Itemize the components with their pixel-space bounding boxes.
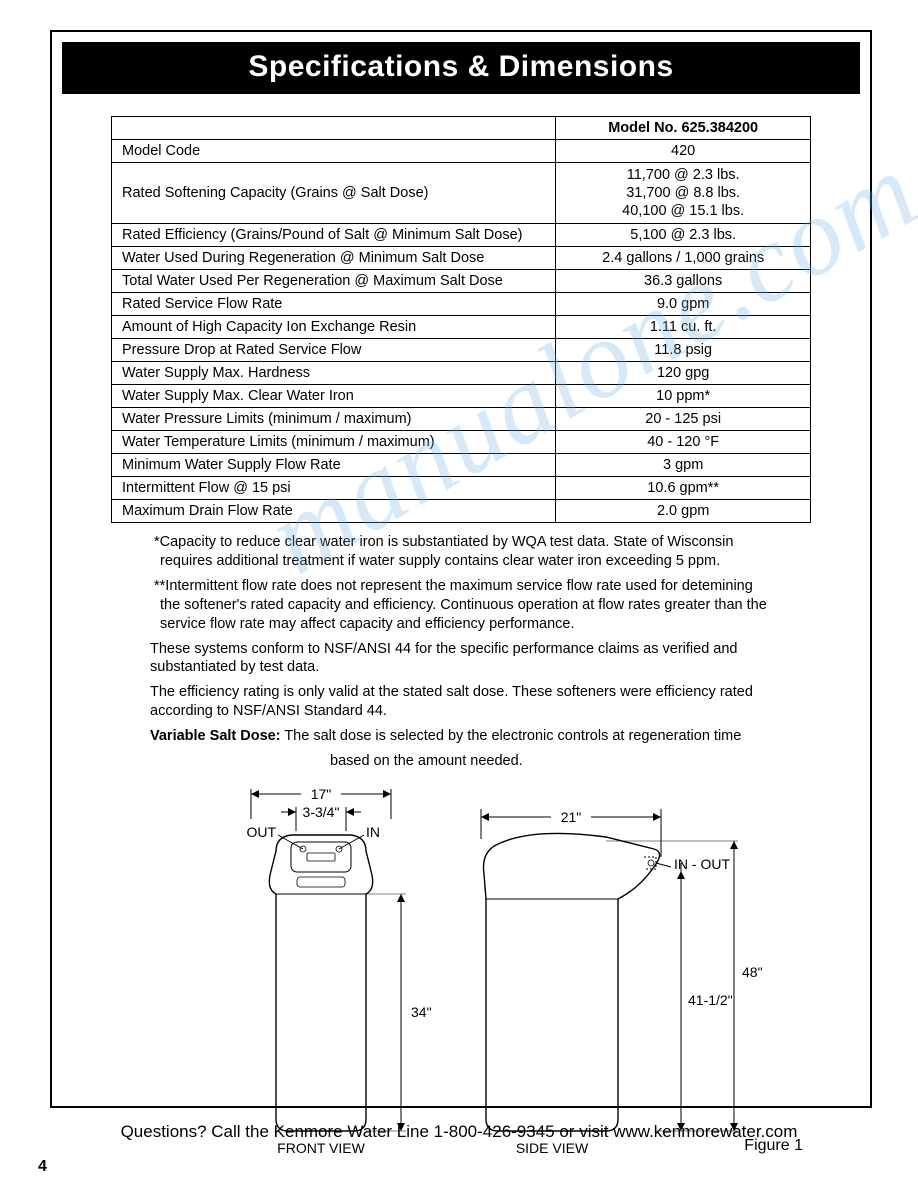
notes-block: *Capacity to reduce clear water iron is … (150, 533, 772, 770)
note-nsf: These systems conform to NSF/ANSI 44 for… (150, 640, 772, 678)
table-row: Water Used During Regeneration @ Minimum… (112, 247, 811, 270)
salt-dose-bold: Variable Salt Dose: (150, 728, 281, 744)
spec-value: 2.0 gpm (556, 500, 811, 523)
table-header-row: Model No. 625.384200 (112, 117, 811, 140)
salt-dose-rest: The salt dose is selected by the electro… (281, 728, 742, 744)
spec-value: 9.0 gpm (556, 293, 811, 316)
table-row: Pressure Drop at Rated Service Flow11.8 … (112, 339, 811, 362)
spec-value: 3 gpm (556, 454, 811, 477)
spec-label: Water Supply Max. Clear Water Iron (112, 385, 556, 408)
spec-value: 11.8 psig (556, 339, 811, 362)
dim-front-height: 34" (411, 1004, 431, 1020)
spec-label: Total Water Used Per Regeneration @ Maxi… (112, 270, 556, 293)
front-view-svg: 17" 3-3/4" OUT IN (221, 779, 431, 1159)
inout-label: IN - OUT (674, 856, 730, 872)
spec-value: 11,700 @ 2.3 lbs.31,700 @ 8.8 lbs.40,100… (556, 163, 811, 224)
spec-label: Water Temperature Limits (minimum / maxi… (112, 431, 556, 454)
dimension-diagram: 17" 3-3/4" OUT IN (101, 779, 821, 1167)
note-salt-dose: Variable Salt Dose: The salt dose is sel… (150, 727, 772, 746)
spec-value: 10.6 gpm** (556, 477, 811, 500)
spec-value: 2.4 gallons / 1,000 grains (556, 247, 811, 270)
table-row: Water Supply Max. Hardness120 gpg (112, 362, 811, 385)
table-row: Model Code420 (112, 140, 811, 163)
spec-label: Model Code (112, 140, 556, 163)
spec-label: Rated Efficiency (Grains/Pound of Salt @… (112, 224, 556, 247)
header-empty (112, 117, 556, 140)
table-row: Total Water Used Per Regeneration @ Maxi… (112, 270, 811, 293)
page-number: 4 (38, 1158, 47, 1176)
salt-dose-line2: based on the amount needed. (150, 752, 772, 771)
spec-label: Rated Service Flow Rate (112, 293, 556, 316)
spec-label: Maximum Drain Flow Rate (112, 500, 556, 523)
spec-value: 40 - 120 °F (556, 431, 811, 454)
table-row: Water Pressure Limits (minimum / maximum… (112, 408, 811, 431)
dim-front-ports: 3-3/4" (303, 804, 340, 820)
spec-value: 5,100 @ 2.3 lbs. (556, 224, 811, 247)
page-title: Specifications & Dimensions (62, 42, 860, 94)
out-label: OUT (246, 824, 276, 840)
spec-table: Model No. 625.384200 Model Code420 Rated… (111, 116, 811, 523)
in-label: IN (366, 824, 380, 840)
dim-front-width: 17" (311, 786, 332, 802)
spec-label: Water Pressure Limits (minimum / maximum… (112, 408, 556, 431)
spec-label: Rated Softening Capacity (Grains @ Salt … (112, 163, 556, 224)
table-row: Rated Service Flow Rate9.0 gpm (112, 293, 811, 316)
table-row: Intermittent Flow @ 15 psi10.6 gpm** (112, 477, 811, 500)
dim-side-port-height: 41-1/2" (688, 992, 733, 1008)
spec-label: Minimum Water Supply Flow Rate (112, 454, 556, 477)
table-row: Water Supply Max. Clear Water Iron10 ppm… (112, 385, 811, 408)
table-row: Rated Softening Capacity (Grains @ Salt … (112, 163, 811, 224)
note-iron: *Capacity to reduce clear water iron is … (150, 533, 772, 571)
table-row: Minimum Water Supply Flow Rate3 gpm (112, 454, 811, 477)
table-row: Water Temperature Limits (minimum / maxi… (112, 431, 811, 454)
front-view-label: FRONT VIEW (277, 1140, 365, 1156)
spec-value: 120 gpg (556, 362, 811, 385)
side-view-label: SIDE VIEW (516, 1140, 589, 1156)
note-efficiency: The efficiency rating is only valid at t… (150, 683, 772, 721)
note-intermittent: **Intermittent flow rate does not repres… (150, 577, 772, 634)
spec-label: Water Supply Max. Hardness (112, 362, 556, 385)
footer-text: Questions? Call the Kenmore Water Line 1… (0, 1122, 918, 1142)
spec-value: 10 ppm* (556, 385, 811, 408)
dim-side-width: 21" (561, 809, 582, 825)
table-row: Maximum Drain Flow Rate2.0 gpm (112, 500, 811, 523)
side-view-svg: 21" IN - OUT 41-1/2" 48" SIDE VIEW (456, 779, 766, 1159)
spec-label: Water Used During Regeneration @ Minimum… (112, 247, 556, 270)
spec-value: 20 - 125 psi (556, 408, 811, 431)
spec-value: 36.3 gallons (556, 270, 811, 293)
dim-side-total-height: 48" (742, 964, 763, 980)
spec-label: Amount of High Capacity Ion Exchange Res… (112, 316, 556, 339)
spec-value: 420 (556, 140, 811, 163)
header-model: Model No. 625.384200 (556, 117, 811, 140)
page-border: Specifications & Dimensions Model No. 62… (50, 30, 872, 1108)
table-row: Rated Efficiency (Grains/Pound of Salt @… (112, 224, 811, 247)
spec-label: Intermittent Flow @ 15 psi (112, 477, 556, 500)
spec-value: 1.11 cu. ft. (556, 316, 811, 339)
spec-label: Pressure Drop at Rated Service Flow (112, 339, 556, 362)
table-row: Amount of High Capacity Ion Exchange Res… (112, 316, 811, 339)
